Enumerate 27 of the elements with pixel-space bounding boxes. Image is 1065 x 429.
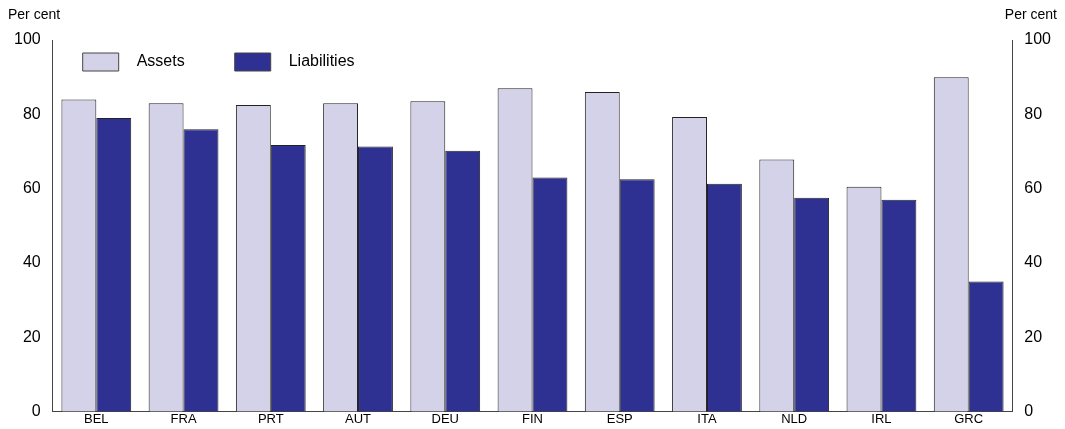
y2-axis-title: Per cent [1004,5,1058,22]
y2-tick-label: 20 [1024,327,1043,345]
y2-tick-label: 0 [1024,401,1034,419]
legend-label: Assets [136,52,185,70]
y2-tick-label: 60 [1024,178,1043,196]
y-tick-label: 40 [22,253,41,271]
x-tick-label: ITA [697,410,717,426]
y-tick-label: 60 [22,178,41,196]
y2-tick-label: 100 [1024,30,1052,48]
x-tick-label: DEU [431,410,459,426]
x-tick-label: FRA [170,410,197,426]
legend-label: Liabilities [288,52,355,70]
y-tick-label: 20 [22,327,41,345]
x-tick-label: BEL [84,410,109,426]
x-tick-label: PRT [257,410,284,426]
y-tick-label: 100 [13,30,41,48]
y-axis-title: Per cent [8,5,61,22]
y-tick-label: 80 [22,104,41,122]
x-tick-label: IRL [871,410,892,426]
y-tick-label: 0 [31,401,41,419]
x-tick-label: GRC [954,410,984,426]
x-tick-label: AUT [345,410,372,426]
y2-tick-label: 40 [1024,253,1043,271]
x-tick-label: NLD [781,410,808,426]
y2-tick-label: 80 [1024,104,1043,122]
x-tick-label: FIN [522,410,543,426]
x-tick-label: ESP [606,410,633,426]
